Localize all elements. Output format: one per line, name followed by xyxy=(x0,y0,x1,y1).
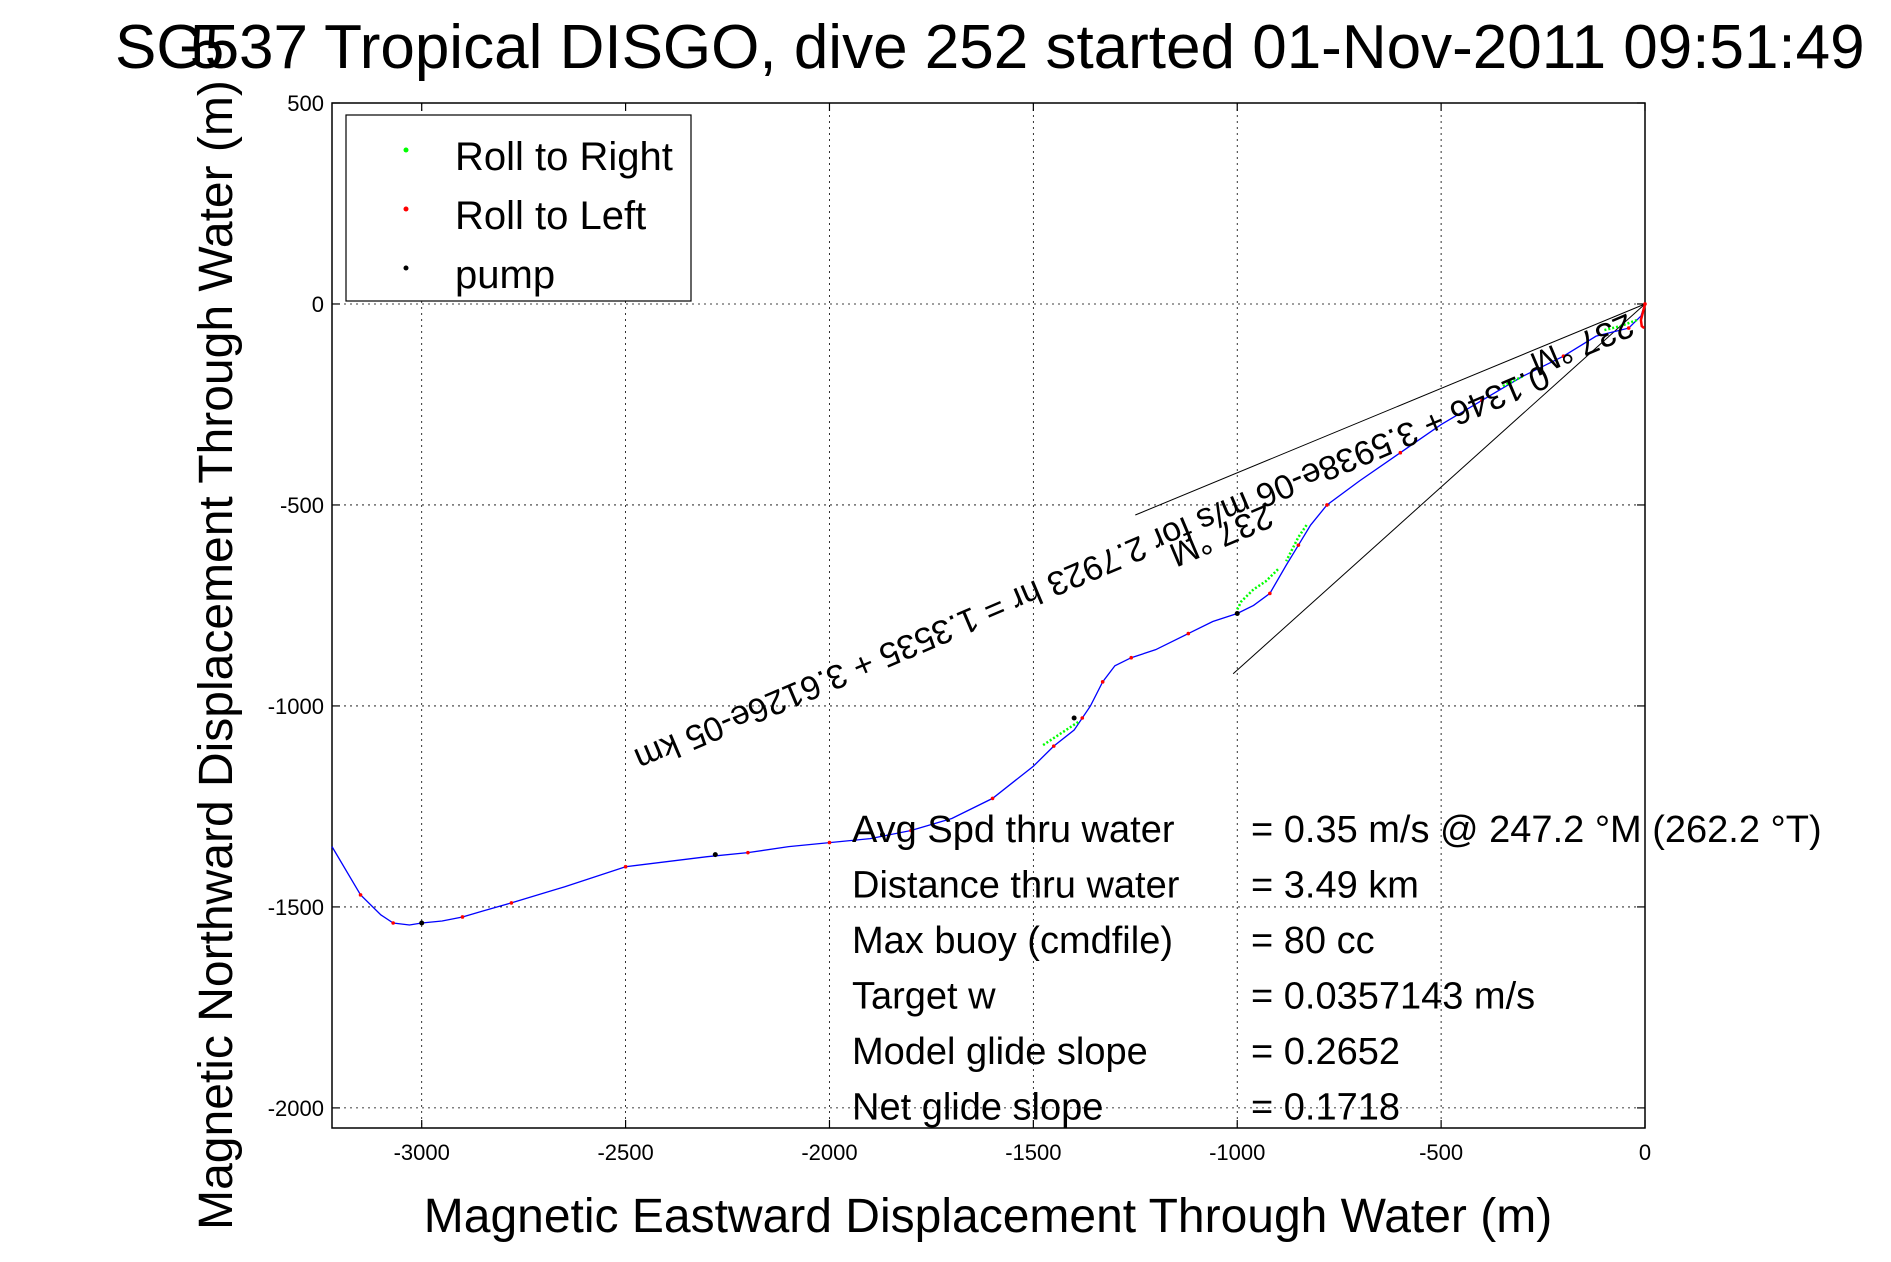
legend-marker-pump xyxy=(403,265,409,271)
stat-label: Net glide slope xyxy=(852,1087,1103,1129)
y-axis-label: Magnetic Northward Displacement Through … xyxy=(190,80,243,1230)
stat-label: Avg Spd thru water xyxy=(852,809,1175,851)
legend-label-roll-left: Roll to Left xyxy=(455,194,646,238)
stat-label: Distance thru water xyxy=(852,865,1180,907)
roll-right-segment xyxy=(1603,318,1638,332)
markers xyxy=(419,303,1647,926)
x-tick-label: -1500 xyxy=(1005,1140,1061,1165)
track-point xyxy=(1080,716,1085,720)
track-point xyxy=(391,921,395,925)
heading-line xyxy=(1232,303,1646,675)
roll-right-segment xyxy=(1501,375,1524,388)
track-point xyxy=(1398,450,1403,455)
roll-right-segment xyxy=(1040,720,1079,748)
track-point xyxy=(990,796,995,801)
y-tick-label: -1000 xyxy=(268,694,324,719)
legend-label-roll-right: Roll to Right xyxy=(455,135,673,179)
stat-label: Model glide slope xyxy=(852,1031,1148,1073)
stat-value: = 0.2652 xyxy=(1251,1031,1400,1073)
legend-marker-roll-left xyxy=(403,206,409,212)
x-axis-ticks: -3000 -2500 -2000 -1500 -1000 -500 0 xyxy=(394,103,1651,1165)
track-point xyxy=(460,915,465,919)
chart-title-overlay: 5 xyxy=(190,13,224,82)
track-point xyxy=(358,893,363,897)
track-line xyxy=(331,303,1646,926)
pump-point xyxy=(1234,610,1240,616)
track-point xyxy=(1268,591,1272,596)
track-annotation: 0.1346 + 3.5938e-06 m/s for 2.7923 hr = … xyxy=(629,357,1555,779)
chart-title: SG537 Tropical DISGO, dive 252 started 0… xyxy=(115,13,1865,82)
y-tick-label: -500 xyxy=(280,493,324,518)
track-point xyxy=(746,850,750,855)
stats-block: Avg Spd thru water = 0.35 m/s @ 247.2 °M … xyxy=(852,809,1822,1129)
y-axis-ticks: 500 0 -500 -1000 -1500 -2000 xyxy=(268,91,1645,1121)
legend-marker-roll-right xyxy=(403,147,409,153)
heading-lines xyxy=(1135,303,1646,675)
stat-value: = 0.1718 xyxy=(1251,1087,1400,1129)
track-point xyxy=(509,901,514,905)
pump-point xyxy=(879,832,885,838)
track-point xyxy=(1186,631,1191,636)
track-point xyxy=(909,828,913,833)
y-tick-label: 500 xyxy=(287,91,324,116)
x-tick-label: 0 xyxy=(1639,1140,1651,1165)
x-tick-label: -3000 xyxy=(394,1140,450,1165)
stat-value: = 80 cc xyxy=(1251,920,1375,962)
track-point xyxy=(1325,503,1329,507)
legend-label-pump: pump xyxy=(455,253,555,297)
plot-frame xyxy=(331,102,1646,1129)
pump-point xyxy=(1071,715,1077,721)
x-axis-label: Magnetic Eastward Displacement Through W… xyxy=(424,1190,1552,1243)
track-point xyxy=(1051,744,1056,748)
roll-left-segment xyxy=(1639,303,1647,330)
legend-box xyxy=(345,114,692,302)
track-point xyxy=(1129,655,1134,660)
x-tick-label: -500 xyxy=(1419,1140,1463,1165)
heading-line xyxy=(1135,303,1646,516)
track-point xyxy=(1100,680,1105,684)
stat-value: = 3.49 km xyxy=(1251,865,1419,907)
stat-value: = 0.0357143 m/s xyxy=(1251,976,1535,1018)
stat-label: Target w xyxy=(852,976,996,1018)
pump-point xyxy=(712,852,718,858)
track-point xyxy=(623,864,628,869)
track-point xyxy=(1296,543,1301,547)
y-tick-label: 0 xyxy=(312,292,324,317)
stat-label: Max buoy (cmdfile) xyxy=(852,920,1173,962)
x-tick-label: -2000 xyxy=(801,1140,857,1165)
legend: Roll to Right Roll to Left pump xyxy=(345,114,692,302)
track-point xyxy=(1480,398,1484,403)
x-tick-label: -1000 xyxy=(1209,1140,1265,1165)
y-tick-label: -1500 xyxy=(268,895,324,920)
pump-point xyxy=(419,920,425,926)
track-point xyxy=(1561,354,1566,359)
track-point xyxy=(827,840,832,845)
annotations: 237 °M0.1346 + 3.5938e-06 m/s for 2.7923… xyxy=(629,306,1639,779)
stat-value: = 0.35 m/s @ 247.2 °M (262.2 °T) xyxy=(1251,809,1822,851)
y-tick-label: -2000 xyxy=(268,1096,324,1121)
roll-right-segment xyxy=(1285,524,1308,562)
track-point xyxy=(1626,326,1631,330)
x-tick-label: -2500 xyxy=(597,1140,653,1165)
